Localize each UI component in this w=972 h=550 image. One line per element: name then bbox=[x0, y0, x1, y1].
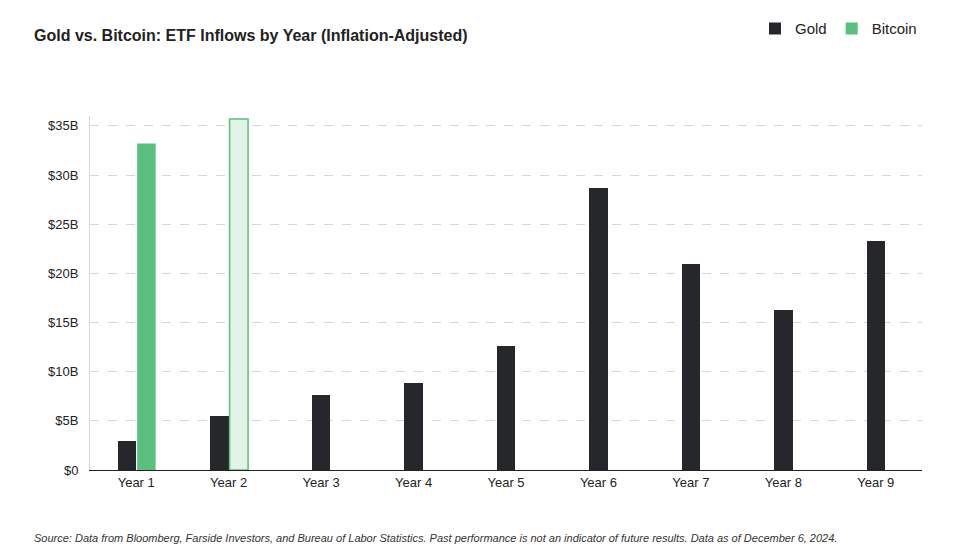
svg-text:Year 1: Year 1 bbox=[118, 475, 155, 490]
svg-text:Source: Data from Bloomberg, F: Source: Data from Bloomberg, Farside Inv… bbox=[34, 532, 837, 544]
svg-text:$0: $0 bbox=[64, 463, 78, 478]
svg-text:$5B: $5B bbox=[55, 413, 78, 428]
svg-text:$20B: $20B bbox=[48, 266, 78, 281]
svg-text:Year 4: Year 4 bbox=[395, 475, 432, 490]
svg-text:Gold vs. Bitcoin: ETF Inflows: Gold vs. Bitcoin: ETF Inflows by Year (I… bbox=[34, 27, 468, 44]
svg-text:$30B: $30B bbox=[48, 168, 78, 183]
svg-text:$10B: $10B bbox=[48, 364, 78, 379]
svg-text:Year 8: Year 8 bbox=[765, 475, 802, 490]
svg-text:$35B: $35B bbox=[48, 118, 78, 133]
svg-text:Year 6: Year 6 bbox=[580, 475, 617, 490]
svg-text:$15B: $15B bbox=[48, 315, 78, 330]
svg-text:Year 2: Year 2 bbox=[210, 475, 247, 490]
svg-text:Bitcoin: Bitcoin bbox=[872, 20, 917, 37]
svg-text:Gold: Gold bbox=[795, 20, 827, 37]
svg-text:Year 3: Year 3 bbox=[303, 475, 340, 490]
svg-text:Year 9: Year 9 bbox=[857, 475, 894, 490]
svg-text:Year 5: Year 5 bbox=[487, 475, 524, 490]
svg-text:$25B: $25B bbox=[48, 217, 78, 232]
svg-text:Year 7: Year 7 bbox=[672, 475, 709, 490]
